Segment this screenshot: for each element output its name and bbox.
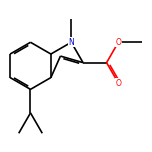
- Text: N: N: [68, 38, 74, 47]
- Text: O: O: [115, 79, 121, 88]
- Text: O: O: [115, 38, 121, 47]
